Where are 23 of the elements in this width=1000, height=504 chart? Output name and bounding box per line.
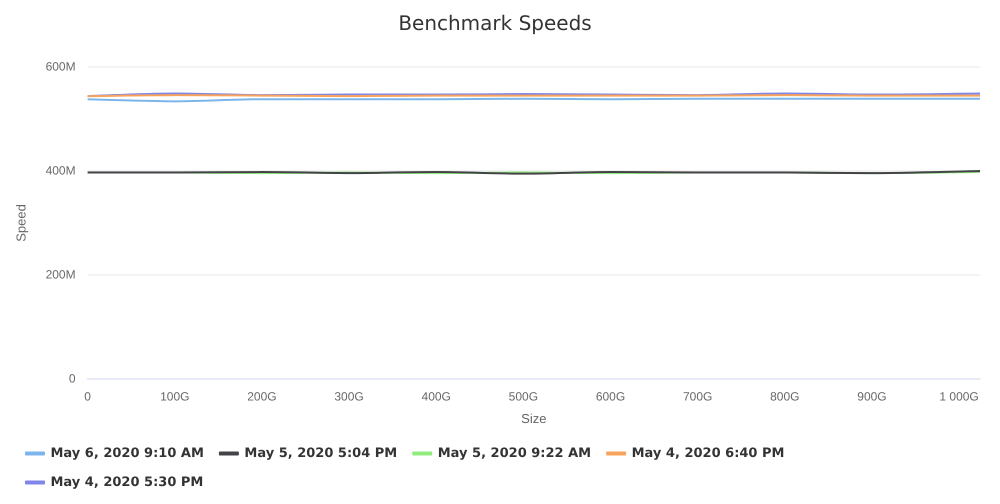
x-tick-label: 700G — [682, 390, 712, 404]
y-tick-label: 600M — [46, 59, 76, 74]
y-tick-label: 200M — [46, 267, 76, 282]
y-tick-label: 0 — [68, 371, 76, 386]
legend-label: May 4, 2020 6:40 PM — [632, 446, 784, 461]
legend-label: May 5, 2020 5:04 PM — [244, 446, 398, 461]
x-tick-label: 400G — [422, 390, 451, 404]
x-tick-label: 200G — [247, 390, 277, 404]
x-tick-label: 100G — [160, 390, 190, 404]
x-tick-label: 600G — [596, 390, 626, 404]
x-axis-title: Size — [521, 410, 546, 426]
legend-label: May 6, 2020 9:10 AM — [50, 446, 204, 461]
y-tick-label: 400M — [46, 163, 76, 178]
legend-label: May 5, 2020 9:22 AM — [438, 446, 592, 461]
x-tick-label: 900G — [857, 390, 887, 404]
chart-title: Benchmark Speeds — [398, 11, 592, 36]
x-tick-label: 300G — [334, 390, 364, 404]
legend-label: May 4, 2020 5:30 PM — [50, 474, 204, 490]
x-tick-label: 800G — [770, 390, 800, 404]
y-axis-title: Speed — [13, 204, 28, 242]
x-tick-label: 0 — [84, 390, 92, 404]
x-tick-label: 500G — [508, 390, 538, 404]
x-tick-label: 1 000G — [939, 390, 979, 404]
